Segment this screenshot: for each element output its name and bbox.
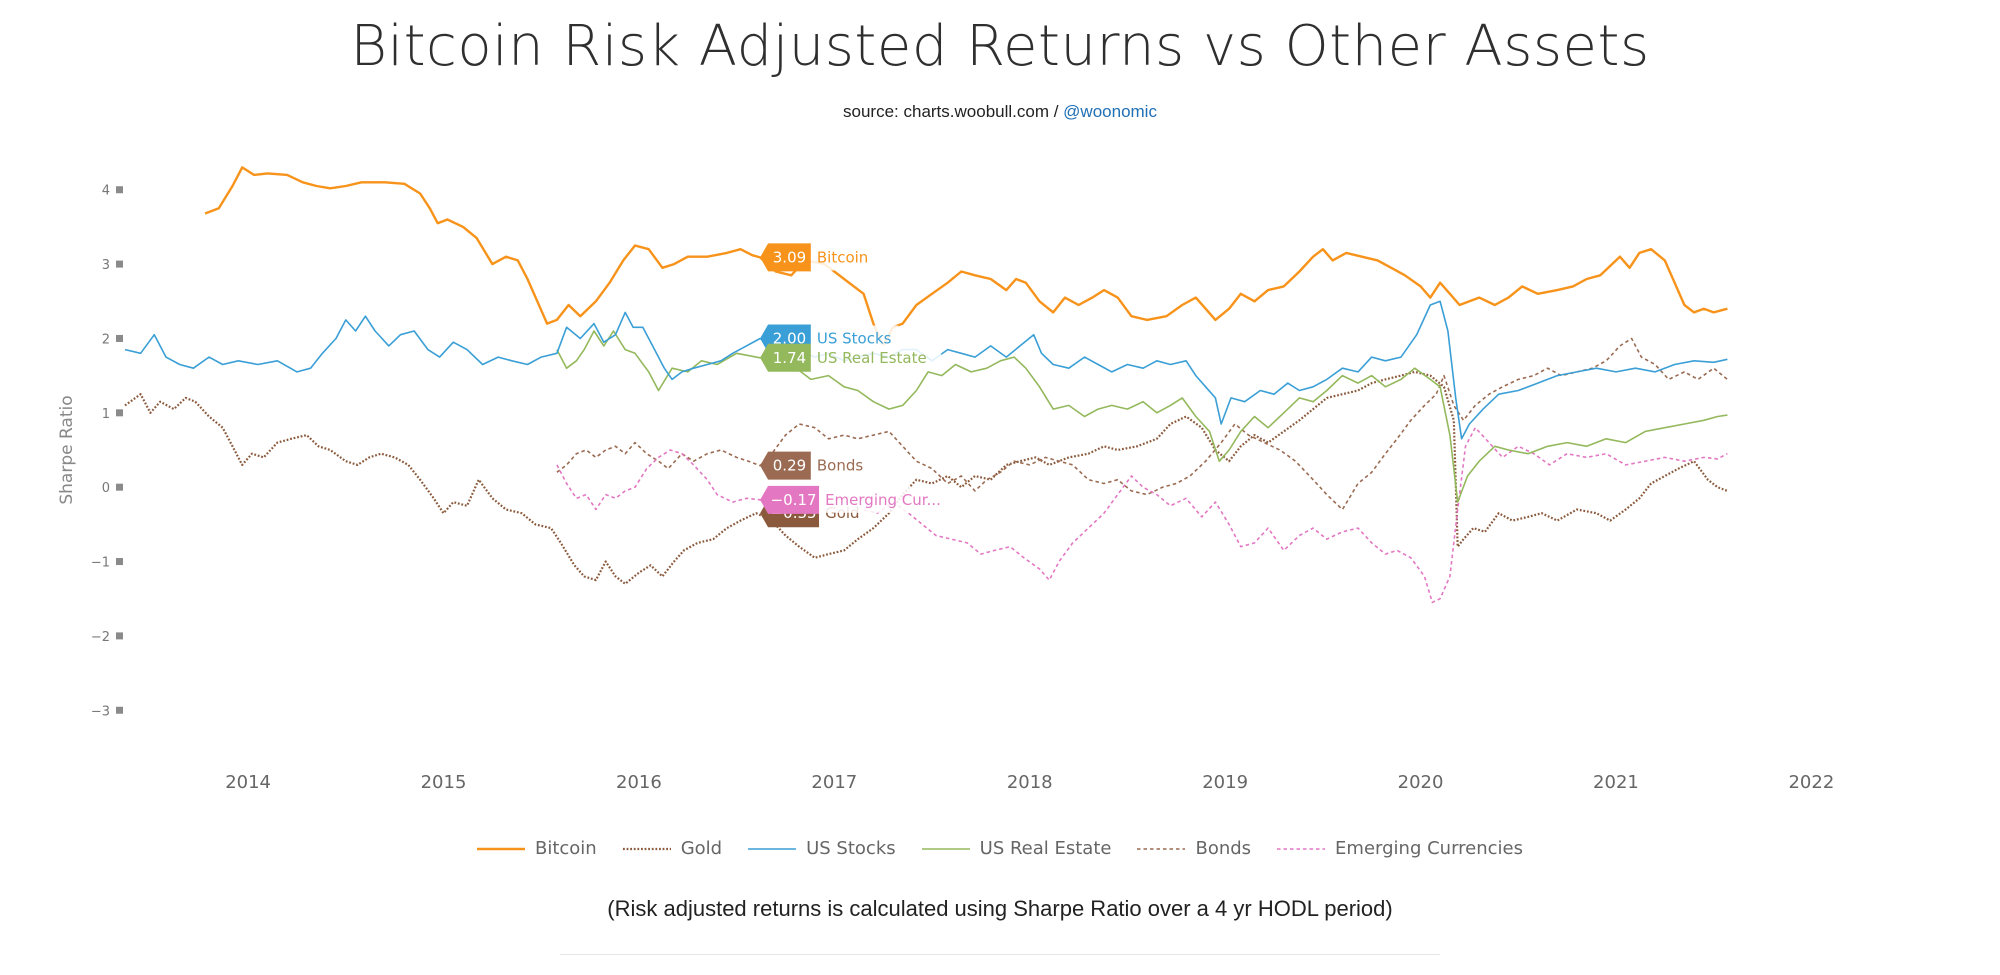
series-line-us-real-estate[interactable] bbox=[556, 330, 1728, 503]
y-tick-label: −2 bbox=[91, 630, 110, 645]
legend-label: Bitcoin bbox=[534, 838, 597, 859]
tooltip-value: 2.00 bbox=[773, 329, 806, 347]
y-axis-title: Sharpe Ratio bbox=[57, 395, 77, 504]
tooltip-us-real-estate: 1.74 US Real Estate bbox=[760, 343, 942, 372]
y-tick-mark bbox=[116, 706, 123, 714]
series-line-bonds[interactable] bbox=[556, 337, 1728, 511]
x-tick-label: 2014 bbox=[225, 772, 271, 790]
legend-label: US Real Estate bbox=[979, 838, 1112, 859]
tooltip-label: Emerging Cur... bbox=[825, 491, 941, 509]
x-tick-label: 2020 bbox=[1398, 772, 1444, 790]
tooltip-bonds: 0.29 Bonds bbox=[760, 451, 864, 480]
tooltip-label-bg bbox=[810, 344, 942, 371]
tooltip-value: −0.17 bbox=[771, 491, 817, 509]
legend-item-bitcoin[interactable]: Bitcoin bbox=[476, 838, 597, 859]
y-tick-mark bbox=[116, 409, 123, 417]
tooltip-value: 0.29 bbox=[773, 457, 806, 475]
legend-item-bonds[interactable]: Bonds bbox=[1137, 838, 1251, 859]
series-line-gold[interactable] bbox=[124, 370, 1728, 585]
y-tick-mark bbox=[116, 260, 123, 268]
tooltip-value-box bbox=[760, 451, 811, 480]
legend-swatch bbox=[476, 847, 525, 850]
tooltip-label: Bonds bbox=[817, 457, 863, 475]
y-tick-label: 2 bbox=[102, 332, 110, 347]
legend-item-gold[interactable]: Gold bbox=[622, 838, 723, 859]
tooltip-value: 3.09 bbox=[773, 248, 806, 266]
legend-item-us-stocks[interactable]: US Stocks bbox=[748, 838, 896, 859]
divider bbox=[560, 954, 1440, 955]
legend-swatch bbox=[1137, 847, 1186, 850]
chart-source: source: charts.woobull.com / @woonomic bbox=[0, 102, 2000, 122]
legend-swatch bbox=[622, 847, 671, 850]
legend-swatch bbox=[1277, 847, 1326, 850]
legend-swatch bbox=[921, 847, 970, 850]
x-tick-label: 2018 bbox=[1007, 772, 1053, 790]
source-handle-link[interactable]: @woonomic bbox=[1063, 102, 1157, 121]
chart-legend: Bitcoin Gold US Stocks US Real Estate Bonds E… bbox=[0, 838, 2000, 859]
y-tick-mark bbox=[116, 632, 123, 640]
series-line-bitcoin[interactable] bbox=[204, 166, 1728, 348]
legend-label: Gold bbox=[680, 838, 723, 859]
sharpe-ratio-chart[interactable]: Sharpe Ratio 4 3 2 1 0 −1 −2 −3 2014 2015 2016 2017 2… bbox=[0, 150, 2000, 790]
tooltip-label: US Stocks bbox=[817, 329, 892, 347]
tooltip-label-bg bbox=[819, 486, 959, 513]
legend-item-us-real-estate[interactable]: US Real Estate bbox=[921, 838, 1112, 859]
tooltip-value-box bbox=[760, 343, 811, 372]
tooltip-bitcoin: 3.09 Bitcoin bbox=[760, 243, 882, 272]
y-tick-label: −3 bbox=[91, 704, 110, 719]
legend-item-emerging-currencies[interactable]: Emerging Currencies bbox=[1277, 838, 1523, 859]
tooltip-emerging-currencies: −0.17 Emerging Cur... bbox=[760, 485, 959, 514]
tooltip-value-box bbox=[760, 485, 820, 514]
y-tick-label: 3 bbox=[102, 258, 110, 273]
tooltip-label: US Real Estate bbox=[817, 349, 927, 367]
y-tick-mark bbox=[116, 558, 123, 566]
chart-title: Bitcoin Risk Adjusted Returns vs Other A… bbox=[350, 14, 1650, 79]
y-tick-mark bbox=[116, 334, 123, 342]
x-tick-label: 2021 bbox=[1593, 772, 1639, 790]
y-tick-label: 4 bbox=[102, 184, 110, 199]
y-tick-mark bbox=[116, 186, 123, 194]
y-tick-mark bbox=[116, 483, 123, 491]
legend-label: Bonds bbox=[1195, 838, 1252, 859]
series-line-emerging-currencies[interactable] bbox=[556, 426, 1728, 604]
tooltip-value-box bbox=[760, 243, 811, 272]
legend-label: Emerging Currencies bbox=[1335, 838, 1523, 859]
x-tick-label: 2017 bbox=[811, 772, 857, 790]
x-tick-label: 2019 bbox=[1202, 772, 1248, 790]
footnote: (Risk adjusted returns is calculated usi… bbox=[607, 896, 1393, 921]
tooltip-value: 1.74 bbox=[773, 349, 806, 367]
x-tick-label: 2015 bbox=[421, 772, 467, 790]
x-tick-label: 2016 bbox=[616, 772, 662, 790]
source-prefix: source: charts.woobull.com / bbox=[843, 102, 1064, 121]
tooltip-label-bg bbox=[810, 244, 882, 271]
x-tick-label: 2022 bbox=[1788, 772, 1834, 790]
legend-label: US Stocks bbox=[806, 838, 896, 859]
tooltip-label: Bitcoin bbox=[817, 248, 868, 266]
tooltip-label-bg bbox=[810, 452, 864, 479]
y-tick-label: 0 bbox=[102, 481, 110, 496]
y-tick-label: 1 bbox=[102, 407, 110, 422]
y-tick-label: −1 bbox=[91, 556, 110, 571]
legend-swatch bbox=[748, 847, 797, 850]
